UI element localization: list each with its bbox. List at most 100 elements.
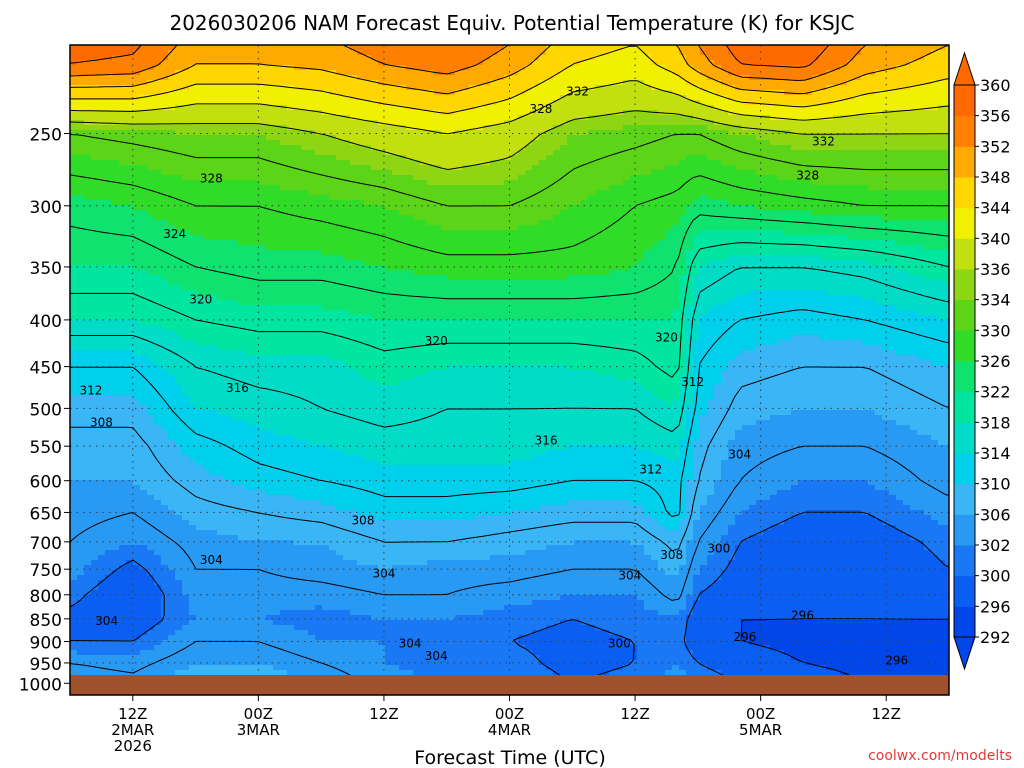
field-cell xyxy=(770,140,778,146)
field-cell xyxy=(91,170,99,176)
field-cell xyxy=(329,125,337,131)
field-cell xyxy=(623,225,631,231)
field-cell xyxy=(308,155,316,161)
field-cell xyxy=(826,55,834,61)
field-cell xyxy=(357,200,365,206)
field-cell xyxy=(455,55,463,61)
field-cell xyxy=(168,210,176,216)
field-cell xyxy=(518,125,526,131)
field-cell xyxy=(371,225,379,231)
field-cell xyxy=(532,175,540,181)
field-cell xyxy=(658,170,666,176)
field-cell xyxy=(574,70,582,76)
field-cell xyxy=(448,115,456,121)
field-cell xyxy=(882,120,890,126)
field-cell xyxy=(420,70,428,76)
field-cell xyxy=(686,70,694,76)
field-cell xyxy=(462,130,470,136)
field-cell xyxy=(266,145,274,151)
field-cell xyxy=(504,80,512,86)
field-cell xyxy=(938,170,946,176)
field-cell xyxy=(707,200,715,206)
field-cell xyxy=(868,140,876,146)
field-cell xyxy=(588,90,596,96)
field-cell xyxy=(469,45,477,51)
field-cell xyxy=(903,205,911,211)
field-cell xyxy=(238,175,246,181)
field-cell xyxy=(560,70,568,76)
field-cell xyxy=(917,190,925,196)
field-cell xyxy=(763,85,771,91)
field-cell xyxy=(777,185,785,191)
field-cell xyxy=(371,120,379,126)
field-cell xyxy=(777,60,785,66)
field-cell xyxy=(462,200,470,206)
field-cell xyxy=(532,115,540,121)
field-cell xyxy=(616,45,624,51)
field-cell xyxy=(84,230,92,236)
field-cell xyxy=(259,170,267,176)
field-cell xyxy=(574,190,582,196)
field-cell xyxy=(532,80,540,86)
field-cell xyxy=(763,90,771,96)
field-cell xyxy=(679,70,687,76)
field-cell xyxy=(525,55,533,61)
field-cell xyxy=(231,60,239,66)
field-cell xyxy=(217,225,225,231)
field-cell xyxy=(917,80,925,86)
field-cell xyxy=(847,85,855,91)
field-cell xyxy=(931,110,939,116)
field-cell xyxy=(329,105,337,111)
field-cell xyxy=(161,80,169,86)
field-cell xyxy=(182,45,190,51)
field-cell xyxy=(224,205,232,211)
field-cell xyxy=(539,100,547,106)
field-cell xyxy=(567,125,575,131)
field-cell xyxy=(98,140,106,146)
field-cell xyxy=(105,175,113,181)
field-cell xyxy=(308,95,316,101)
field-cell xyxy=(315,145,323,151)
field-cell xyxy=(280,110,288,116)
field-cell xyxy=(728,225,736,231)
field-cell xyxy=(161,115,169,121)
field-cell xyxy=(315,65,323,71)
field-cell xyxy=(84,215,92,221)
field-cell xyxy=(819,190,827,196)
field-cell xyxy=(350,50,358,56)
field-cell xyxy=(511,65,519,71)
field-cell xyxy=(308,45,316,51)
field-cell xyxy=(238,215,246,221)
field-cell xyxy=(728,160,736,166)
field-cell xyxy=(546,160,554,166)
field-cell xyxy=(406,165,414,171)
field-cell xyxy=(77,190,85,196)
field-cell xyxy=(196,130,204,136)
field-cell xyxy=(518,235,526,241)
field-cell xyxy=(840,180,848,186)
field-cell xyxy=(791,145,799,151)
field-cell xyxy=(924,50,932,56)
field-cell xyxy=(854,145,862,151)
field-cell xyxy=(434,230,442,236)
field-cell xyxy=(672,85,680,91)
field-cell xyxy=(287,70,295,76)
field-cell xyxy=(854,165,862,171)
field-cell xyxy=(854,100,862,106)
field-cell xyxy=(609,240,617,246)
field-cell xyxy=(140,115,148,121)
field-cell xyxy=(112,145,120,151)
field-cell xyxy=(749,200,757,206)
field-cell xyxy=(658,70,666,76)
field-cell xyxy=(266,140,274,146)
field-cell xyxy=(140,135,148,141)
field-cell xyxy=(791,215,799,221)
field-cell xyxy=(427,165,435,171)
field-cell xyxy=(609,185,617,191)
field-cell xyxy=(567,220,575,226)
field-cell xyxy=(490,150,498,156)
field-cell xyxy=(490,230,498,236)
field-cell xyxy=(665,200,673,206)
field-cell xyxy=(210,100,218,106)
field-cell xyxy=(917,150,925,156)
